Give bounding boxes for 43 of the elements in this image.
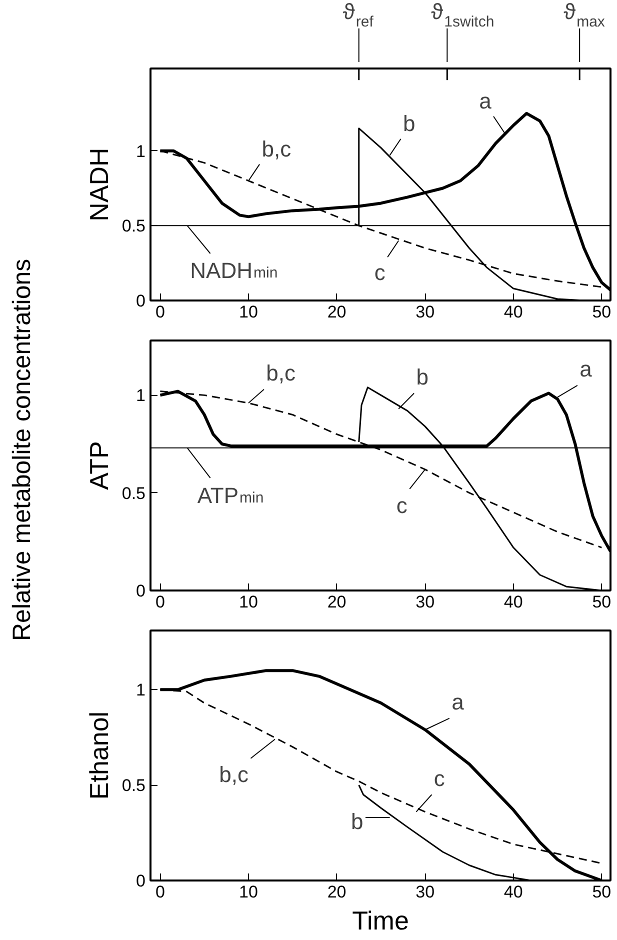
- x-tick-label: 40: [504, 592, 523, 612]
- annotation: a: [452, 689, 465, 714]
- x-tick-label: 40: [504, 302, 523, 322]
- y-axis-title: ATP: [84, 441, 114, 490]
- y-axis-title: NADH: [84, 148, 114, 222]
- x-tick-label: 0: [155, 302, 165, 322]
- x-tick-label: 10: [239, 882, 258, 902]
- y-tick-label: 0.5: [122, 216, 146, 236]
- annotation: c: [434, 766, 445, 791]
- x-tick-label: 30: [416, 882, 435, 902]
- x-tick-label: 40: [504, 882, 523, 902]
- x-tick-label: 50: [592, 882, 612, 902]
- annotation: b,c: [219, 762, 249, 788]
- x-tick-label: 30: [416, 302, 435, 322]
- legend-label: NADHmin: [190, 258, 278, 284]
- y-tick-label: 1: [136, 386, 146, 406]
- x-tick-label: 0: [155, 592, 165, 612]
- x-tick-label: 50: [592, 592, 612, 612]
- x-tick-label: 0: [155, 882, 165, 902]
- x-tick-label: 20: [327, 302, 346, 322]
- y-tick-label: 0.5: [122, 484, 146, 503]
- annotation: b,c: [266, 360, 296, 386]
- annotation: a: [479, 88, 492, 114]
- x-tick-label: 20: [327, 592, 346, 612]
- x-tick-label: 10: [239, 592, 258, 612]
- annotation: b,c: [262, 136, 292, 162]
- x-tick-label: 10: [239, 302, 258, 322]
- x-tick-label: 20: [327, 882, 346, 902]
- annotation: a: [580, 356, 593, 382]
- x-tick-label: 30: [416, 592, 435, 612]
- text: Relative metabolite concentrations: [7, 258, 37, 642]
- y-tick-label: 0.5: [122, 776, 146, 796]
- y-tick-label: 1: [136, 680, 146, 700]
- legend-label: ATPmin: [197, 482, 264, 508]
- annotation: c: [374, 260, 386, 286]
- annotation: b: [403, 110, 416, 136]
- x-tick-label: 50: [592, 302, 612, 322]
- annotation: b: [351, 808, 364, 834]
- y-tick-label: 1: [136, 142, 146, 161]
- annotation: c: [396, 492, 408, 518]
- y-axis-title: Ethanol: [84, 711, 114, 800]
- x-axis-title: Time: [352, 906, 409, 936]
- annotation: b: [416, 364, 429, 390]
